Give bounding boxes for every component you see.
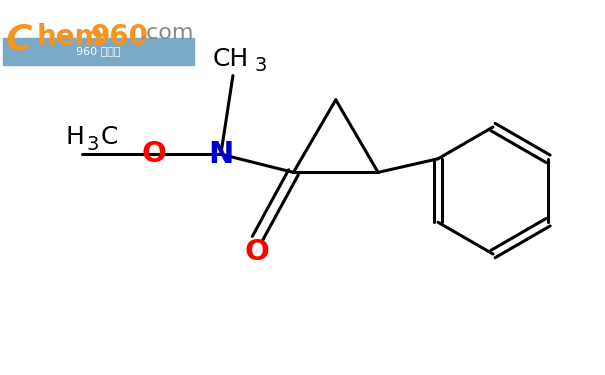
Text: .com: .com xyxy=(139,23,194,43)
Text: O: O xyxy=(244,238,270,266)
Text: H: H xyxy=(66,125,85,149)
Text: 960 化工网: 960 化工网 xyxy=(76,46,120,56)
Text: CH: CH xyxy=(212,46,249,70)
Text: 3: 3 xyxy=(87,135,99,154)
Text: C: C xyxy=(100,125,117,149)
Text: 3: 3 xyxy=(255,56,267,75)
Text: 960: 960 xyxy=(91,23,149,51)
Polygon shape xyxy=(3,9,197,66)
Text: N: N xyxy=(208,140,234,169)
Text: O: O xyxy=(142,140,167,168)
Text: hem: hem xyxy=(36,23,104,51)
Text: C: C xyxy=(6,23,33,57)
Polygon shape xyxy=(3,38,194,65)
